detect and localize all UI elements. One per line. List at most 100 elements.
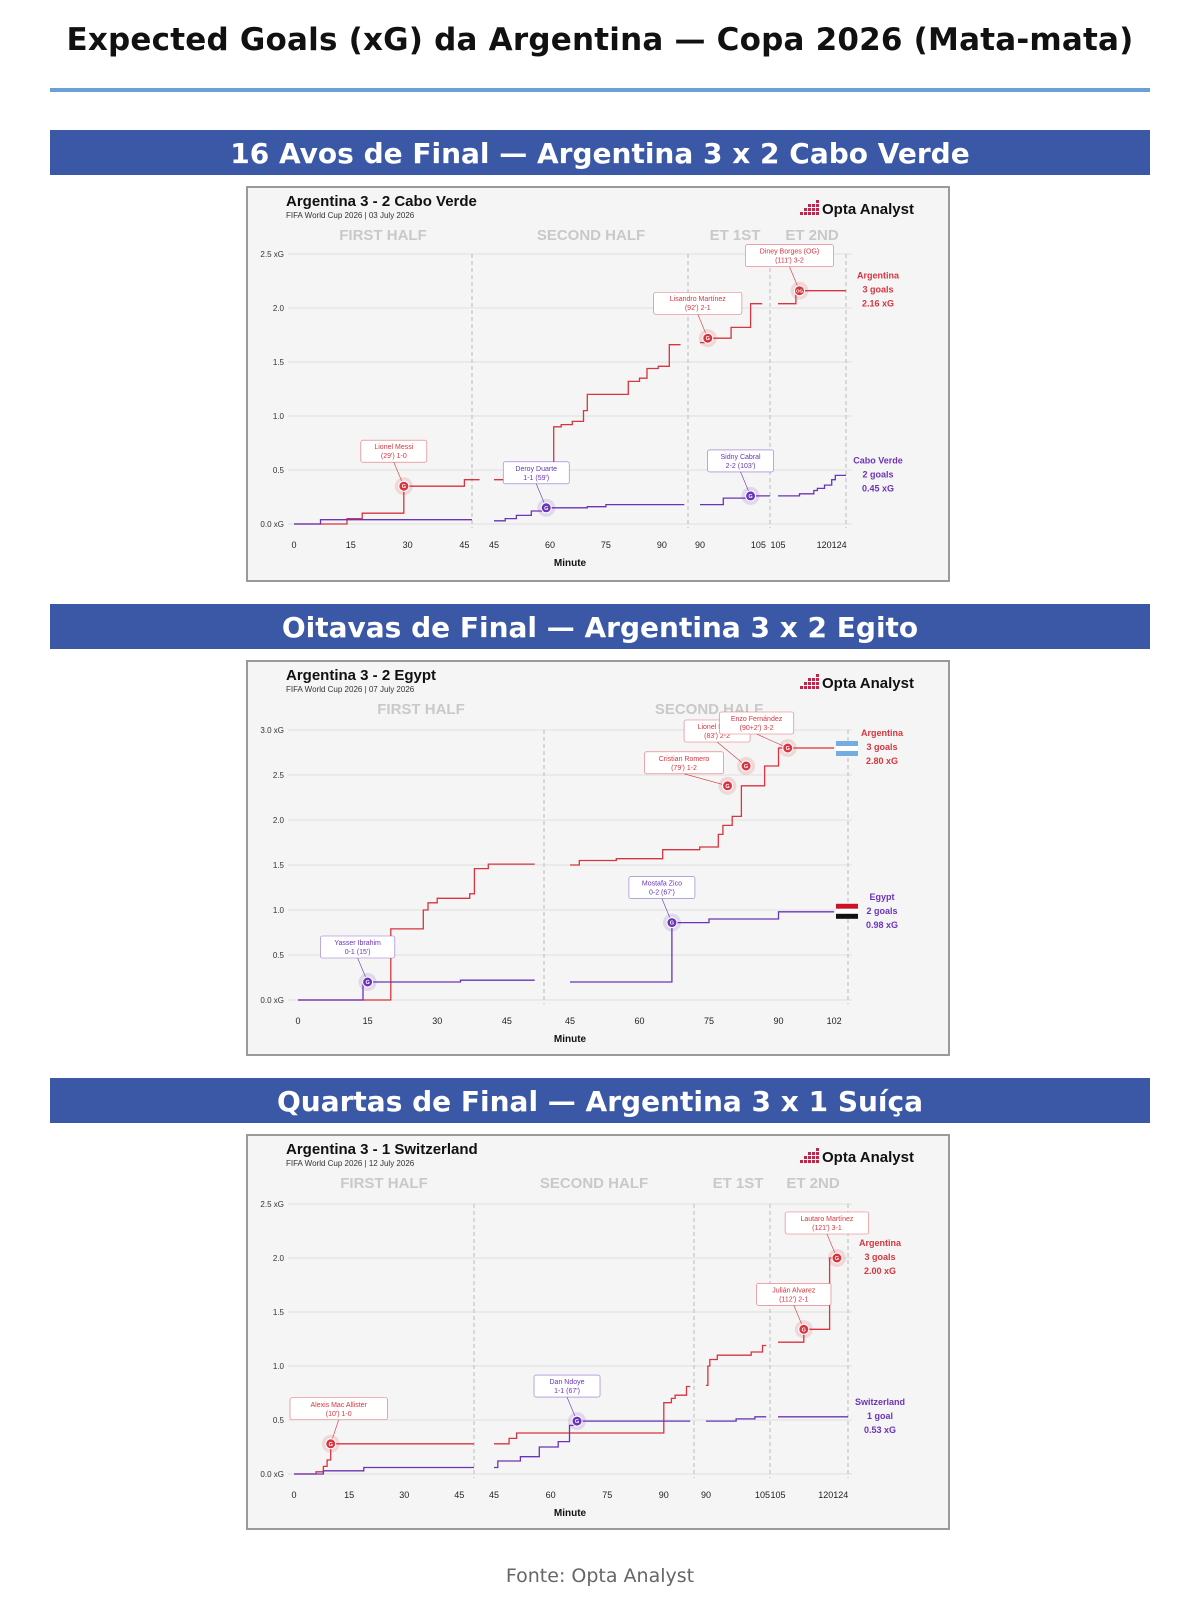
opta-dot: [816, 1152, 819, 1155]
goal-marker-icon: [362, 976, 374, 988]
event-label-box: [784, 1211, 870, 1235]
event-label-box: [719, 711, 795, 735]
opta-logo-text: Opta Analyst: [822, 1149, 914, 1166]
x-tick-label: 30: [403, 540, 413, 550]
period-label: ET 1ST: [713, 1175, 764, 1192]
goal-marker-icon: [782, 742, 794, 754]
goal-marker-letter: G: [365, 980, 369, 986]
goal-marker-letter: G: [786, 746, 790, 752]
y-tick-label: 1.0: [273, 1362, 285, 1371]
x-tick-label: 60: [545, 540, 555, 550]
event-label-box: [745, 244, 834, 268]
egypt-flag-icon: [836, 903, 858, 919]
opta-logo-text: Opta Analyst: [822, 675, 914, 692]
flag-stripe: [836, 903, 858, 909]
x-tick-label: 45: [489, 540, 499, 550]
opta-dot: [812, 204, 815, 207]
xg-line-egypt: [298, 979, 535, 1001]
legend-line: 0.53 xG: [864, 1425, 896, 1435]
legend-egypt: Egypt 2 goals 0.98 xG: [866, 892, 898, 930]
period-label: SECOND HALF: [537, 227, 645, 244]
period-label: FIRST HALF: [377, 701, 465, 718]
event-score: (111') 3-2: [775, 258, 804, 265]
y-tick-label: 2.5: [273, 771, 285, 780]
x-tick-label: 75: [704, 1016, 714, 1026]
legend-line: 2.00 xG: [864, 1266, 896, 1276]
opta-dot: [804, 686, 807, 689]
chart-title: Argentina 3 - 1 Switzerland: [286, 1141, 478, 1158]
legend-line: Argentina: [861, 728, 904, 738]
y-tick-label: 0.5: [273, 951, 285, 960]
flag-stripe: [836, 751, 858, 756]
event-leader-line: [716, 741, 747, 767]
event-label-box: [289, 1397, 388, 1421]
x-tick-label: 120124: [817, 540, 847, 550]
legend-argentina: Argentina 3 goals 2.80 xG: [861, 728, 904, 766]
event-label-box: [320, 935, 396, 959]
event-score: (83') 2-2: [704, 733, 730, 740]
opta-dot: [800, 212, 803, 215]
event-score: (90+2') 3-2: [740, 725, 774, 732]
x-tick-label: 90: [695, 540, 705, 550]
opta-dot: [812, 1156, 815, 1159]
goal-marker-icon: [798, 1323, 810, 1335]
goal-marker-icon: [666, 917, 678, 929]
opta-dot: [816, 1156, 819, 1159]
xg-line-argentina: [570, 747, 835, 866]
opta-dot: [808, 1156, 811, 1159]
xg-line-argentina: [294, 1443, 474, 1475]
xg-line-switzerland: [494, 1420, 691, 1469]
legend-line: 3 goals: [864, 1252, 895, 1262]
opta-dot: [812, 678, 815, 681]
event-score: 1-1 (67'): [554, 1388, 580, 1395]
opta-dot: [804, 212, 807, 215]
event-score: (29') 1-0: [381, 453, 407, 460]
legend-line: Cabo Verde: [853, 455, 903, 465]
period-label: FIRST HALF: [339, 227, 427, 244]
goal-marker-icon: [722, 780, 734, 792]
legend-line: Switzerland: [855, 1397, 905, 1407]
x-tick-label: 30: [432, 1016, 442, 1026]
y-tick-label: 1.5: [273, 861, 285, 870]
event-player: Enzo Fernández: [731, 716, 783, 723]
legend-line: 2.16 xG: [862, 299, 894, 309]
chart-title: Argentina 3 - 2 Egypt: [286, 667, 436, 684]
x-tick-label: 105: [755, 1490, 770, 1500]
legend-line: 1 goal: [867, 1411, 893, 1421]
event-player: Lisandro Martínez: [670, 296, 727, 303]
xg-line-egypt: [570, 911, 835, 983]
y-tick-label: 2.0: [273, 816, 285, 825]
section-heading-round-of-16: Oitavas de Final — Argentina 3 x 2 Egito: [50, 604, 1150, 649]
opta-dot: [812, 212, 815, 215]
opta-dot: [804, 208, 807, 211]
goal-marker-icon: [793, 285, 805, 297]
opta-dot: [812, 686, 815, 689]
period-label: FIRST HALF: [340, 1175, 428, 1192]
opta-dots-icon: [800, 200, 819, 215]
legend-cabo-verde: Cabo Verde 2 goals 0.45 xG: [853, 455, 903, 493]
y-tick-label: 2.5 xG: [260, 1200, 284, 1209]
event-player: Cristian Romero: [659, 756, 710, 763]
x-tick-label: 105: [751, 540, 766, 550]
period-label: ET 1ST: [710, 227, 761, 244]
opta-dot: [800, 686, 803, 689]
event-player: Julián Alvarez: [772, 1287, 816, 1294]
xg-line-argentina: [494, 344, 681, 481]
source-caption: Fonte: Opta Analyst: [505, 1565, 695, 1587]
y-tick-label: 3.0 xG: [260, 726, 284, 735]
opta-dot: [812, 208, 815, 211]
x-tick-label: 45: [489, 1490, 499, 1500]
opta-dot: [808, 1152, 811, 1155]
event-label-box: [533, 1374, 601, 1398]
chart-subtitle: FIFA World Cup 2026 | 03 July 2026: [286, 211, 415, 220]
goal-marker-icon: [831, 1252, 843, 1264]
event-score: 0-2 (67'): [649, 890, 675, 897]
y-tick-label: 0.0 xG: [260, 996, 284, 1005]
x-tick-label: 90: [657, 540, 667, 550]
period-label: ET 2ND: [785, 227, 839, 244]
opta-dot: [808, 1160, 811, 1163]
event-player: Dan Ndoye: [550, 1379, 585, 1386]
xg-chart-cabo-verde: Argentina 3 - 2 Cabo Verde FIFA World Cup…: [246, 186, 950, 582]
chart-subtitle: FIFA World Cup 2026 | 12 July 2026: [286, 1159, 415, 1168]
xg-line-cabo-verde: [494, 503, 685, 522]
